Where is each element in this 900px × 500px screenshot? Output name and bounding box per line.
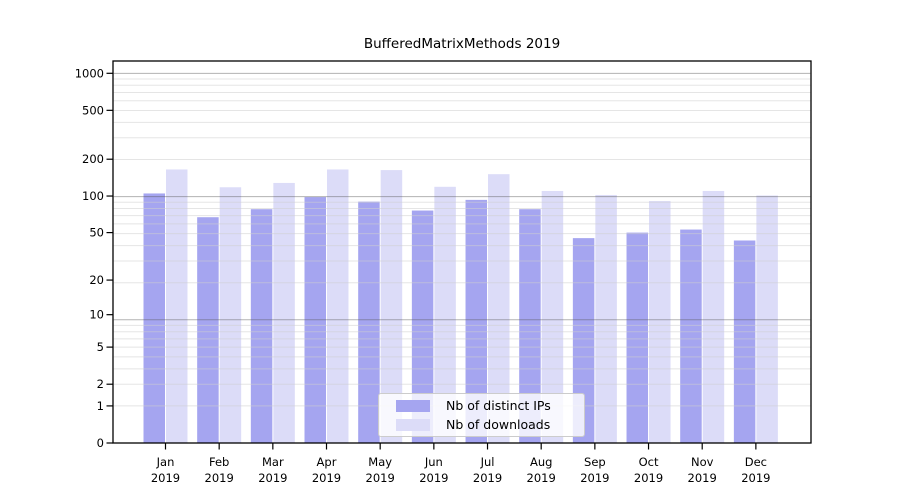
bar-jan-downloads [166, 169, 188, 444]
y-tick-label: 100 [82, 189, 104, 203]
y-tick-label: 2 [97, 377, 104, 391]
x-tick-label-month: Jun [424, 455, 443, 469]
bar-jun-downloads [434, 186, 456, 444]
bar-jul-downloads [488, 174, 510, 444]
x-tick-label-year: 2019 [312, 471, 341, 485]
y-tick-label: 200 [82, 152, 104, 166]
bar-aug-downloads [541, 190, 564, 443]
x-tick-label-year: 2019 [419, 471, 448, 485]
chart-title: BufferedMatrixMethods 2019 [363, 36, 561, 52]
bar-dec-downloads [756, 195, 778, 443]
x-tick-label-month: Sep [584, 455, 606, 469]
bar-oct-ips [626, 232, 649, 443]
x-tick-label-year: 2019 [741, 471, 770, 485]
bar-nov-downloads [702, 190, 725, 443]
axes-box [112, 60, 812, 444]
bar-sep-downloads [595, 194, 617, 443]
x-tick-label-year: 2019 [580, 471, 609, 485]
x-tick-label-month: Jul [480, 455, 495, 469]
legend-label-downloads: Nb of downloads [446, 417, 551, 432]
y-tick-label: 50 [89, 226, 104, 240]
bar-mar-ips [250, 209, 273, 443]
x-tick-label-month: Aug [530, 455, 552, 469]
bar-may-ips [358, 201, 380, 443]
bar-may-downloads [380, 170, 403, 443]
x-tick-label-year: 2019 [688, 471, 717, 485]
y-tick-label: 500 [82, 103, 104, 117]
x-tick-label-month: May [368, 455, 392, 469]
x-tick-label-year: 2019 [151, 471, 180, 485]
legend-swatch-downloads [396, 418, 430, 431]
legend-label-ips: Nb of distinct IPs [446, 398, 551, 413]
bar-mar-downloads [273, 182, 295, 443]
x-tick-label-month: Dec [745, 455, 767, 469]
x-tick-label-year: 2019 [473, 471, 502, 485]
x-tick-label-year: 2019 [205, 471, 234, 485]
x-tick-label-month: Feb [209, 455, 229, 469]
bar-sep-ips [572, 238, 595, 443]
x-tick-label-month: Jan [156, 455, 175, 469]
y-tick-label: 1 [97, 399, 104, 413]
bar-feb-downloads [219, 187, 242, 443]
x-tick-label-year: 2019 [258, 471, 287, 485]
bar-apr-ips [304, 197, 327, 443]
bar-jun-ips [411, 210, 434, 443]
x-tick-label-month: Mar [262, 455, 284, 469]
y-tick-label: 10 [89, 308, 104, 322]
bar-dec-ips [733, 240, 756, 443]
bar-nov-ips [680, 229, 702, 443]
legend: Nb of distinct IPs Nb of downloads [378, 393, 585, 437]
legend-swatch-ips [396, 399, 430, 412]
legend-item-downloads: Nb of downloads [396, 417, 584, 432]
bar-apr-downloads [327, 169, 349, 444]
bar-feb-ips [197, 217, 219, 443]
bar-jan-ips [143, 193, 165, 443]
y-tick-label: 5 [97, 340, 104, 354]
legend-item-ips: Nb of distinct IPs [396, 398, 584, 413]
y-tick-label: 0 [97, 436, 104, 450]
x-tick-label-year: 2019 [634, 471, 663, 485]
x-tick-label-year: 2019 [527, 471, 556, 485]
x-tick-label-month: Oct [639, 455, 659, 469]
y-tick-label: 1000 [75, 66, 104, 80]
x-tick-label-month: Nov [691, 455, 714, 469]
bar-oct-downloads [649, 201, 671, 443]
x-tick-label-month: Apr [317, 455, 337, 469]
x-tick-label-year: 2019 [366, 471, 395, 485]
y-tick-label: 20 [89, 273, 104, 287]
